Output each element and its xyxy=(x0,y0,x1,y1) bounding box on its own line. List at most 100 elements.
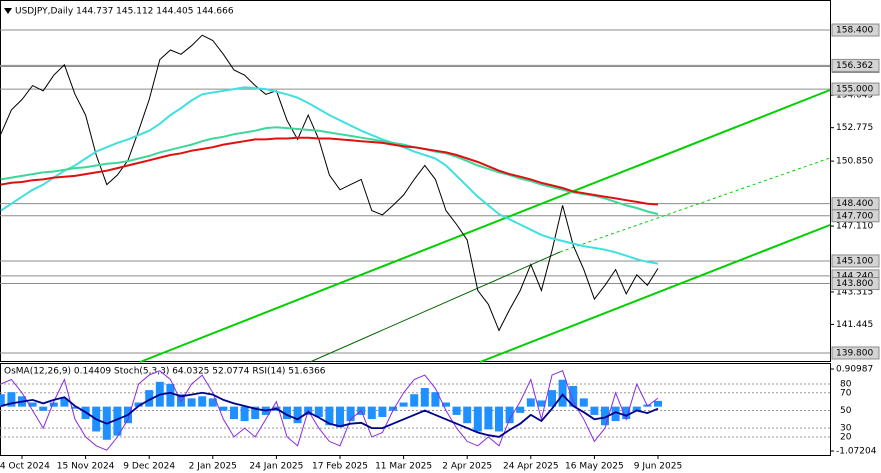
sub-frame xyxy=(0,363,831,456)
y2-tick-label: 30 xyxy=(840,424,852,434)
y-tick-label: 141.445 xyxy=(836,320,873,330)
chart-title: USDJPY,Daily 144.737 145.112 144.405 144… xyxy=(15,7,234,17)
level-label-box xyxy=(831,209,880,223)
series-line xyxy=(0,86,659,265)
osma-bar xyxy=(473,406,482,432)
y-tick-label: 150.850 xyxy=(836,157,873,167)
y-tick-label: 147.110 xyxy=(836,222,873,232)
osma-bar xyxy=(420,388,429,407)
level-label-box xyxy=(831,277,880,291)
main-frame xyxy=(0,0,831,362)
osma-bar xyxy=(230,406,238,420)
osma-bar xyxy=(526,398,535,407)
level-label: 143.800 xyxy=(836,279,873,289)
osma-bar xyxy=(431,392,440,407)
osma-bar xyxy=(49,402,58,407)
x-tick-label: 9 Dec 2024 xyxy=(123,462,175,472)
y-tick-label: 143.315 xyxy=(836,287,873,297)
osma-bar xyxy=(484,406,493,430)
menu-arrow xyxy=(4,8,12,14)
indicator-line xyxy=(0,391,659,438)
channel-lower xyxy=(479,224,831,363)
osma-bar xyxy=(389,406,397,411)
osma-bar xyxy=(452,406,461,415)
osma-bar xyxy=(145,390,154,407)
osma-bar xyxy=(505,406,514,424)
level-label-box xyxy=(831,82,880,96)
osma-bar xyxy=(0,394,5,407)
level-label: 139.800 xyxy=(836,348,873,358)
osma-bar xyxy=(314,406,323,417)
osma-bar xyxy=(579,398,588,407)
osma-bar xyxy=(622,406,631,420)
level-label: 148.400 xyxy=(836,199,873,209)
osma-bar xyxy=(113,406,122,436)
osma-bar xyxy=(166,383,175,407)
osma-bar xyxy=(177,394,185,407)
osma-bar xyxy=(442,402,450,407)
y2-tick-label: 20 xyxy=(840,432,852,442)
osma-bar xyxy=(367,406,376,420)
osma-bar xyxy=(611,406,620,422)
x-tick-label: 9 Jun 2025 xyxy=(634,462,682,472)
osma-bar xyxy=(569,385,578,407)
osma-bar xyxy=(632,406,641,411)
y2-tick-label: 70 xyxy=(840,388,852,398)
osma-bar xyxy=(283,406,291,420)
channel-mid xyxy=(309,251,561,363)
level-label: 144.240 xyxy=(836,271,873,281)
osma-bar xyxy=(325,406,334,426)
osma-bar xyxy=(28,402,37,407)
osma-bar xyxy=(240,406,249,422)
osma-bar xyxy=(39,406,48,411)
osma-bar xyxy=(378,406,387,417)
osma-bar xyxy=(208,398,217,407)
y-tick-label: 152.775 xyxy=(836,123,873,133)
osma-bar xyxy=(495,406,503,432)
osma-bar xyxy=(187,398,196,407)
osma-bar xyxy=(399,402,408,407)
level-label-box xyxy=(831,346,880,360)
x-tick-label: 17 Feb 2025 xyxy=(312,462,368,472)
osma-bar xyxy=(251,406,260,420)
osma-bar xyxy=(654,400,662,407)
x-tick-label: 24 Oct 2024 xyxy=(0,462,50,472)
level-label: 145.100 xyxy=(836,256,873,266)
osma-bar xyxy=(601,406,609,426)
channel-upper xyxy=(139,89,831,363)
osma-bar xyxy=(548,390,556,407)
series-line xyxy=(0,136,659,206)
osma-bar xyxy=(219,406,228,411)
series-line xyxy=(0,34,659,332)
y2-tick-label: 50 xyxy=(840,406,852,416)
indicator-title: OsMA(12,26,9) 0.14409 Stoch(5,3,3) 64.03… xyxy=(4,367,326,377)
osma-bar xyxy=(198,396,207,407)
level-label: 156.362 xyxy=(836,61,873,71)
osma-bar xyxy=(336,406,344,428)
x-tick-label: 2 Jan 2025 xyxy=(189,462,237,472)
level-label-box xyxy=(831,58,880,72)
osma-bar xyxy=(516,406,525,413)
level-label-box xyxy=(831,23,880,37)
x-tick-label: 2 Apr 2025 xyxy=(442,462,492,472)
y2-tick-label: 80 xyxy=(840,379,852,389)
level-label-box xyxy=(831,254,880,268)
level-label: 158.400 xyxy=(836,26,873,36)
x-tick-label: 24 Apr 2025 xyxy=(503,462,559,472)
osma-bar xyxy=(293,406,302,424)
series-line xyxy=(0,126,659,216)
osma-bar xyxy=(590,406,599,415)
osma-bar xyxy=(463,406,472,424)
osma-bar xyxy=(558,379,567,407)
x-tick-label: 16 May 2025 xyxy=(565,462,624,472)
osma-bar xyxy=(71,406,79,409)
osma-bar xyxy=(346,406,355,422)
x-tick-label: 24 Jan 2025 xyxy=(249,462,303,472)
y-tick-label: 154.645 xyxy=(836,91,873,101)
x-tick-label: 15 Nov 2024 xyxy=(57,462,115,472)
osma-bar xyxy=(7,392,16,407)
x-tick-label: 11 Mar 2025 xyxy=(375,462,432,472)
osma-bar xyxy=(60,398,69,407)
y-tick-label: 0.90987 xyxy=(836,365,873,375)
